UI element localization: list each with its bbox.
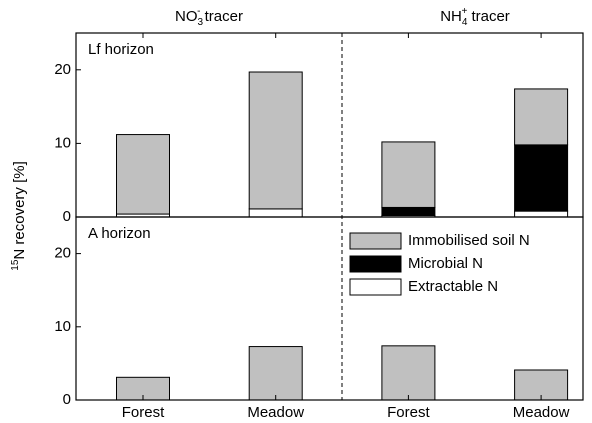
group-label: NH4+ tracer xyxy=(440,6,510,28)
group-label-text: NH xyxy=(440,8,462,25)
y-tick-label: 0 xyxy=(63,391,71,408)
bar-segment xyxy=(381,345,436,401)
bar-segment xyxy=(116,134,170,215)
group-label-tail: tracer xyxy=(200,8,243,25)
x-tick-label: Forest xyxy=(387,404,430,421)
group-label-sup: + xyxy=(461,6,467,17)
legend-label: Microbial N xyxy=(408,255,483,272)
panel-label: A horizon xyxy=(88,225,151,242)
group-label-sup: - xyxy=(197,6,200,17)
group-label-tail: tracer xyxy=(467,8,510,25)
x-tick-label: Meadow xyxy=(247,404,304,421)
group-label-text: NO xyxy=(175,8,198,25)
panel-frame xyxy=(75,216,584,401)
y-axis-label-text: N recovery [%] xyxy=(11,161,28,259)
y-tick-label: 20 xyxy=(54,61,71,78)
bar-segment xyxy=(381,141,436,208)
legend-swatch xyxy=(349,278,402,296)
bar-segment xyxy=(248,208,303,218)
bar-segment xyxy=(514,88,569,146)
bar-segment xyxy=(381,206,436,217)
bar-segment xyxy=(514,144,569,212)
x-tick-label: Meadow xyxy=(513,404,570,421)
bar-segment xyxy=(248,346,303,401)
y-tick-label: 10 xyxy=(54,318,71,335)
bar-segment xyxy=(248,71,303,210)
legend-label: Immobilised soil N xyxy=(408,232,530,249)
y-axis-label: 15N recovery [%] xyxy=(10,161,28,270)
group-label-sub: 4 xyxy=(462,17,468,28)
x-tick-label: Forest xyxy=(122,404,165,421)
y-axis-label-sup: 15 xyxy=(10,259,21,271)
legend-swatch xyxy=(349,255,402,273)
panel-label: Lf horizon xyxy=(88,41,154,58)
y-tick-label: 0 xyxy=(63,208,71,225)
legend-swatch xyxy=(349,232,402,250)
y-tick-label: 20 xyxy=(54,245,71,262)
group-label-sub: 3 xyxy=(198,17,204,28)
legend-label: Extractable N xyxy=(408,278,498,295)
y-tick-label: 10 xyxy=(54,134,71,151)
group-label: NO3- tracer xyxy=(175,6,243,28)
bar-segment xyxy=(514,369,569,401)
bar-segment xyxy=(514,210,569,218)
